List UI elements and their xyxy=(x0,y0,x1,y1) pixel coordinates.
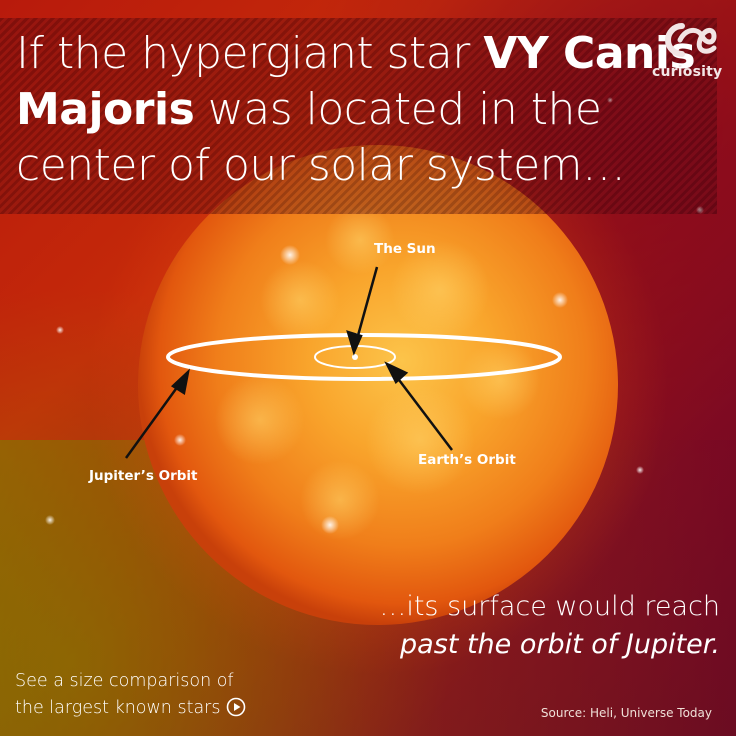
headline-banner xyxy=(0,18,717,214)
size-comparison-link[interactable]: See a size comparison of the largest kno… xyxy=(15,668,315,722)
earth-orbit-label: Earth’s Orbit xyxy=(418,452,516,468)
curiosity-logo-icon xyxy=(665,23,717,57)
sun-dot xyxy=(352,354,358,360)
conclusion-line-1: …its surface would reach xyxy=(379,591,720,622)
sun-label: The Sun xyxy=(374,241,436,257)
curiosity-logo[interactable]: curiosity xyxy=(652,18,722,92)
compare-link-line-1: See a size comparison of xyxy=(15,671,234,691)
compare-link-line-2: the largest known stars xyxy=(15,698,221,718)
conclusion-text: …its surface would reach past the orbit … xyxy=(220,588,720,664)
star-name: VY Canis Majoris xyxy=(16,28,696,135)
source-credit: Source: Heli, Universe Today xyxy=(540,706,712,720)
conclusion-line-2: past the orbit of Jupiter. xyxy=(400,629,720,660)
jupiter-orbit-label: Jupiter’s Orbit xyxy=(89,468,198,484)
logo-text: curiosity xyxy=(652,64,723,80)
play-circle-icon[interactable] xyxy=(226,697,246,717)
jupiter-orbit-ring xyxy=(166,333,562,381)
headline: If the hypergiant star VY Canis Majoris … xyxy=(16,28,696,191)
